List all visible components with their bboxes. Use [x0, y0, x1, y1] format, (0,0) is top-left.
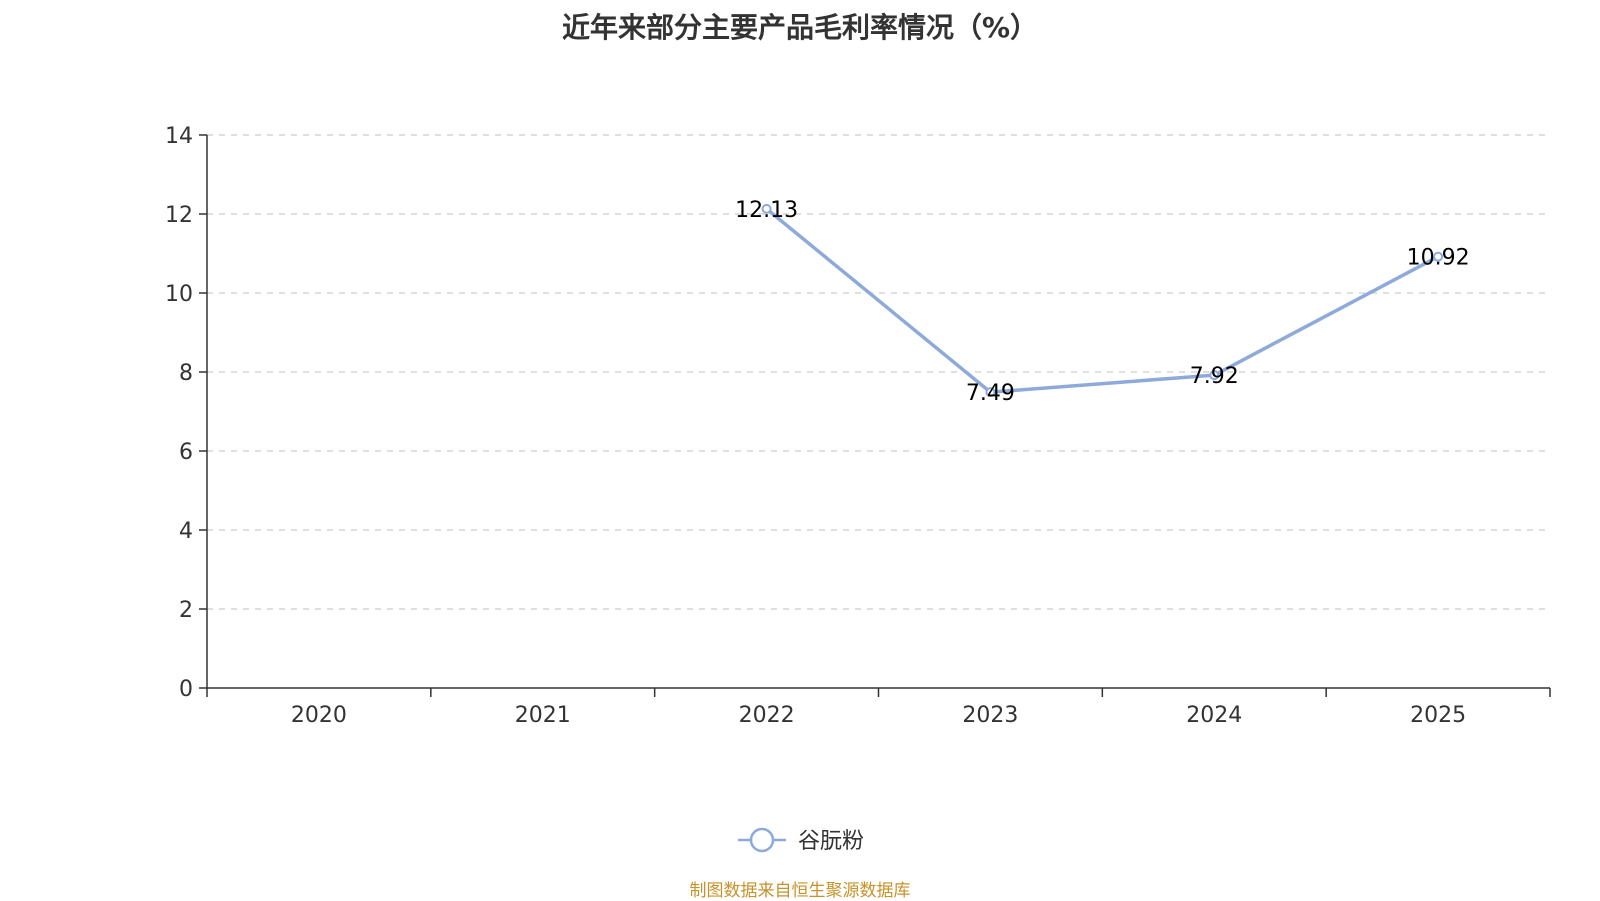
- y-tick-label: 14: [165, 124, 193, 149]
- chart-title: 近年来部分主要产品毛利率情况（%）: [561, 11, 1039, 44]
- y-tick-label: 2: [179, 598, 193, 623]
- x-tick-label: 2023: [962, 703, 1018, 728]
- y-tick-label: 4: [179, 519, 193, 544]
- legend-label[interactable]: 谷朊粉: [798, 829, 864, 854]
- y-tick-label: 10: [165, 282, 193, 307]
- data-labels: 12.13 7.49 7.92 10.92: [735, 198, 1469, 406]
- data-label: 12.13: [735, 198, 798, 223]
- data-point[interactable]: [985, 387, 996, 398]
- data-point[interactable]: [761, 203, 772, 214]
- data-point[interactable]: [1433, 251, 1444, 262]
- axes: 0 2 4 6 8 10 12 14 2020 2021 2022 2023 2024 2025: [165, 124, 1551, 728]
- x-tick-label: 2022: [739, 703, 795, 728]
- y-tick-label: 0: [179, 677, 193, 702]
- legend[interactable]: 谷朊粉: [738, 827, 864, 854]
- grid-lines: [207, 134, 1550, 610]
- y-tick-label: 6: [179, 440, 193, 465]
- y-tick-label: 12: [165, 203, 193, 228]
- x-tick-label: 2020: [291, 703, 347, 728]
- x-tick-label: 2025: [1410, 703, 1466, 728]
- data-label: 10.92: [1407, 246, 1470, 271]
- data-label: 7.49: [966, 381, 1015, 406]
- legend-marker-icon: [749, 827, 775, 853]
- source-note: 制图数据来自恒生聚源数据库: [689, 881, 911, 901]
- x-tick-label: 2024: [1186, 703, 1242, 728]
- x-tick-label: 2021: [515, 703, 571, 728]
- y-tick-label: 8: [179, 361, 193, 386]
- data-label: 7.92: [1190, 364, 1239, 389]
- series-line: [765, 207, 1439, 394]
- data-point[interactable]: [1209, 370, 1220, 381]
- series-layer: [761, 203, 1444, 398]
